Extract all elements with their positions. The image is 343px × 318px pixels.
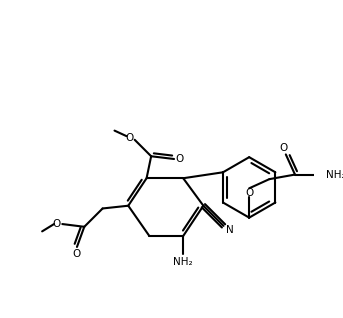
Text: O: O — [125, 133, 133, 143]
Text: N: N — [226, 225, 234, 235]
Text: O: O — [175, 154, 184, 164]
Text: NH₂: NH₂ — [174, 257, 193, 266]
Text: NH₂: NH₂ — [326, 169, 343, 180]
Text: O: O — [73, 249, 81, 259]
Text: O: O — [53, 219, 61, 229]
Text: O: O — [245, 188, 253, 198]
Text: O: O — [280, 143, 288, 153]
